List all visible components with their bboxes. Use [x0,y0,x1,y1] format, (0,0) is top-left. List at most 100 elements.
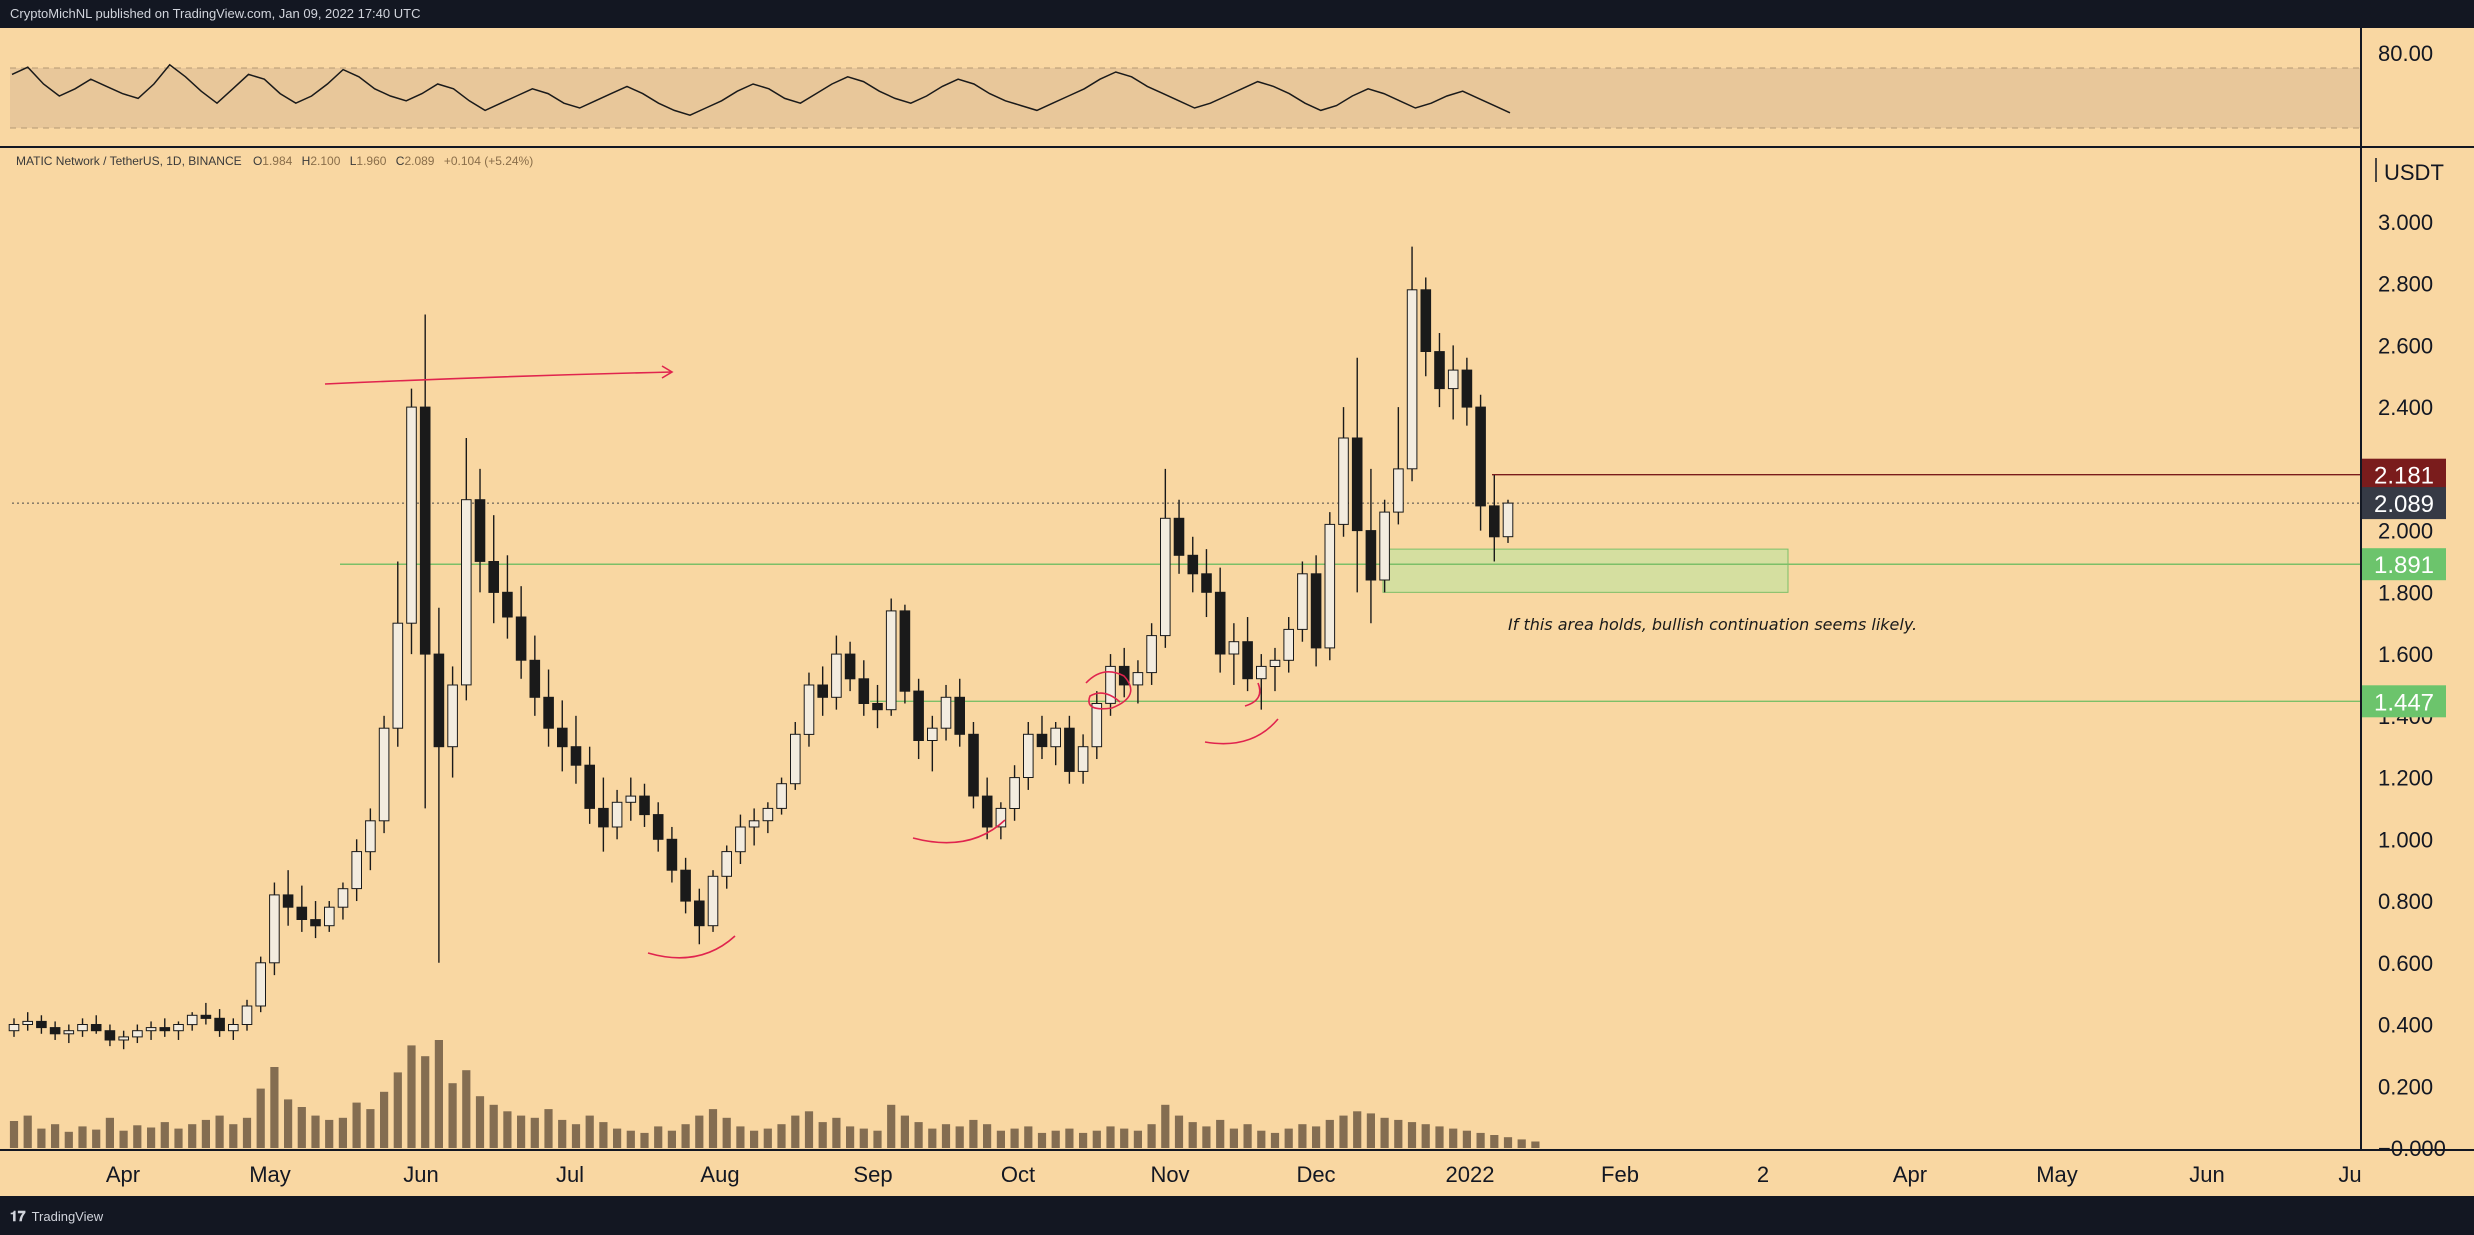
volume-bar [119,1130,128,1148]
candle-body [502,591,513,618]
curve-arrow-1 [647,935,736,959]
volume-bar [1065,1128,1074,1148]
oscillator-line [11,63,1511,117]
volume-bar [1270,1132,1280,1148]
candle-body [1351,437,1363,532]
volume-bar [174,1128,183,1148]
volume-bar [1407,1122,1417,1148]
candle-body [1242,641,1253,680]
price-tag-label: 2.089 [2374,491,2434,518]
publisher-bar: CryptoMichNL published on TradingView.co… [0,0,2474,28]
time-tick-label: Feb [1601,1162,1639,1187]
curve-arrow-3 [1204,718,1279,745]
volume-bar [9,1121,19,1148]
volume-bar [434,1040,443,1148]
volume-bar [1312,1126,1321,1148]
candle-body [666,838,678,871]
volume-bar [407,1045,416,1148]
volume-bar [51,1124,60,1148]
tradingview-logo-icon: 𝟏𝟕 [10,1208,26,1224]
candle-body [1036,733,1048,748]
volume-bar [777,1124,786,1148]
price-tag-last-price[interactable] [2362,487,2446,520]
tradingview-brand[interactable]: 𝟏𝟕 TradingView [10,1208,103,1225]
volume-bar [1435,1126,1444,1148]
price-tag-support[interactable] [2362,548,2446,581]
candle-body [1379,511,1390,581]
candle-body [1050,727,1062,748]
time-tick-label: Oct [1001,1162,1035,1187]
time-tick-label: May [249,1162,291,1187]
candle-body [1256,665,1267,680]
price-axis-panel[interactable] [2360,28,2474,1196]
close-label: C [396,154,405,168]
candle-body [1201,573,1212,593]
candle-body [803,684,815,735]
candle-body [433,653,445,748]
candle-body [1338,437,1349,525]
volume-bar [1202,1126,1211,1148]
oscillator-pane: 80.00 [10,41,2433,129]
candle-body [1420,289,1432,352]
volume-bar [1133,1130,1142,1148]
volume-bar [105,1117,114,1148]
volume-bar [475,1096,485,1148]
volume-bar [325,1119,334,1148]
candle-body [159,1027,171,1032]
candle-body [557,727,568,748]
volume-bar [160,1122,169,1148]
publisher-text: CryptoMichNL published on TradingView.co… [10,6,421,21]
volume-bar [983,1124,992,1148]
volume-bar [448,1083,457,1148]
candle-body [77,1024,88,1032]
volume-bar [188,1124,197,1148]
volume-bar [421,1056,430,1148]
candle-body [885,610,897,711]
price-tick-label: 2.800 [2378,272,2433,297]
price-tick-label: 2.000 [2378,519,2433,544]
curve-arrow-2 [912,819,1006,844]
volume-bar [64,1131,73,1148]
candle-body [543,696,554,729]
candle-body [1187,554,1199,575]
support-zone[interactable] [1382,548,1789,593]
time-tick-label: May [2036,1162,2078,1187]
time-tick-label: Apr [106,1162,140,1187]
volume-bar [352,1102,361,1148]
candle-body [255,962,266,1007]
volume-bar [1298,1124,1307,1148]
volume-bar [1174,1115,1184,1148]
volume-bar [873,1130,882,1148]
candle-body [186,1014,198,1026]
candle-body [735,826,746,853]
candle-body [351,851,362,890]
candle-body [419,406,431,655]
volume-bar [270,1067,279,1148]
candle-body [844,653,856,680]
volume-bar [1462,1130,1471,1148]
volume-bar [804,1111,814,1148]
candle-body [995,807,1007,828]
volume-bar [503,1111,512,1148]
volume-bar [818,1122,827,1148]
volume-bar [1120,1128,1129,1148]
candle-body [584,764,596,809]
volume-bar [338,1117,347,1148]
volume-bar [1257,1130,1266,1148]
price-tag-resistance[interactable] [2362,458,2446,491]
candle-body [598,807,609,828]
candle-body [1160,517,1171,637]
footer-bar: 𝟏𝟕 TradingView [0,1196,2474,1235]
candle-body [680,869,691,902]
candle-body [1406,289,1418,470]
volume-bar [147,1127,156,1148]
candle-body [8,1024,20,1032]
candle-body [611,801,623,828]
symbol-title: MATIC Network / TetherUS, 1D, BINANCE [16,154,242,168]
candle-body [776,783,787,809]
price-tag-support[interactable] [2362,685,2446,718]
low-value: 1.960 [356,154,386,168]
high-label: H [302,154,311,168]
